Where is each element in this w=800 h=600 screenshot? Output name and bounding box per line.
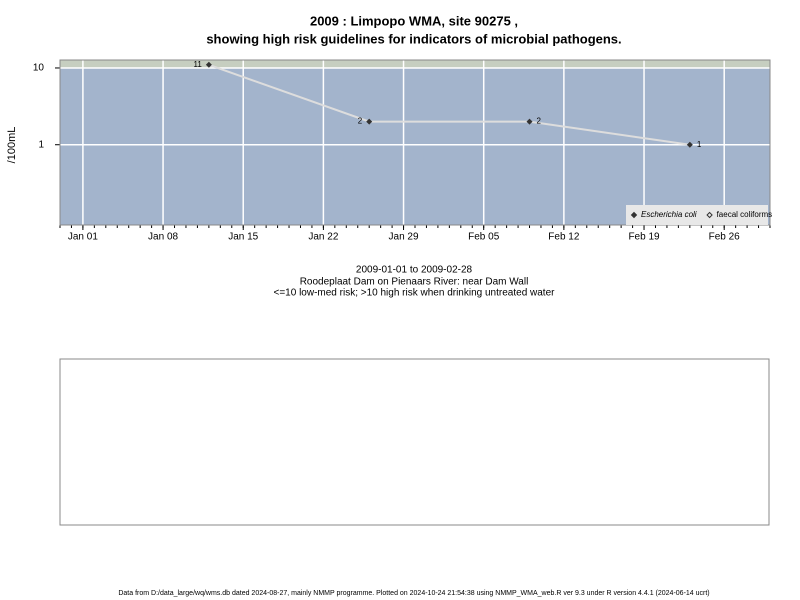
- chart-title: 2009 : Limpopo WMA, site 90275 ,: [310, 13, 518, 28]
- y-axis-label: /100mL: [6, 127, 18, 164]
- plot-frame: [59, 59, 771, 226]
- x-tick-label: Jan 15: [228, 232, 258, 243]
- chart-subtitle: showing high risk guidelines for indicat…: [206, 31, 621, 46]
- plot-background: [60, 60, 770, 225]
- footer: Data from D:/data_large/wq/wms.db dated …: [118, 590, 709, 597]
- data-point: [686, 141, 693, 148]
- x-tick-label: Feb 19: [628, 232, 660, 243]
- legend-marker: [630, 211, 638, 219]
- data-label: 1: [697, 140, 702, 149]
- x-tick-label: Feb 12: [548, 232, 580, 243]
- x-tick-label: Jan 08: [148, 232, 178, 243]
- note: 2009-01-01 to 2009-02-28: [356, 265, 473, 276]
- y-tick-label: 1: [38, 139, 44, 150]
- x-tick-label: Feb 26: [709, 232, 741, 243]
- data-point: [526, 118, 533, 125]
- y-tick-label: 10: [33, 63, 45, 74]
- legend-box: [626, 205, 768, 225]
- data-label: 2: [537, 117, 542, 126]
- note: Roodeplaat Dam on Pienaars River: near D…: [300, 277, 529, 288]
- x-tick-label: Feb 05: [468, 232, 500, 243]
- data-point: [205, 61, 212, 68]
- legend-label: Escherichia coli: [641, 210, 697, 219]
- data-label: 2: [358, 117, 363, 126]
- x-tick-label: Jan 01: [68, 232, 98, 243]
- note: <=10 low-med risk; >10 high risk when dr…: [274, 288, 556, 299]
- series-line: [208, 63, 690, 146]
- x-tick-label: Jan 22: [308, 232, 338, 243]
- high-risk-band: [60, 60, 770, 68]
- legend-marker: [706, 211, 713, 219]
- x-tick-label: Jan 29: [389, 232, 419, 243]
- data-point: [366, 118, 373, 125]
- legend-label: faecal coliforms: [717, 210, 773, 219]
- empty-panel: [59, 358, 770, 526]
- data-label: 11: [194, 60, 203, 69]
